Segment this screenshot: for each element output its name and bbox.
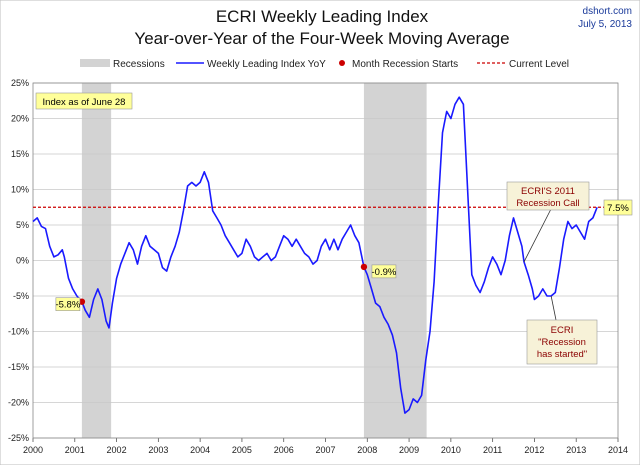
x-tick-label: 2008 <box>357 445 377 455</box>
y-tick-label: -15% <box>8 362 29 372</box>
x-tick-label: 2010 <box>441 445 461 455</box>
y-tick-label: 10% <box>11 185 29 195</box>
index-date-box <box>35 92 133 110</box>
y-tick-label: -10% <box>8 327 29 337</box>
chart-subtitle: Year-over-Year of the Four-Week Moving A… <box>134 29 509 48</box>
x-tick-label: 2009 <box>399 445 419 455</box>
plot-frame <box>32 82 619 439</box>
x-tick-label: 2007 <box>315 445 335 455</box>
recession-start-label-box <box>55 297 81 311</box>
recession-started-line: ECRI <box>551 325 574 336</box>
index-date-label: Index as of June 28 <box>43 97 126 108</box>
legend-recessions-label: Recessions <box>113 59 165 70</box>
recession-start-dot <box>360 263 368 271</box>
legend: Recessions Weekly Leading Index YoY Mont… <box>80 59 569 70</box>
x-tick-label: 2012 <box>524 445 544 455</box>
chart-title: ECRI Weekly Leading Index <box>216 7 429 26</box>
legend-recession-start-swatch <box>339 60 345 66</box>
y-tick-label: -5% <box>13 291 29 301</box>
x-tick-label: 2005 <box>232 445 252 455</box>
y-tick-label: -25% <box>8 433 29 443</box>
source-label: dshort.com <box>583 6 632 17</box>
x-tick-label: 2006 <box>274 445 294 455</box>
legend-recessions-swatch <box>80 59 110 67</box>
x-tick-label: 2013 <box>566 445 586 455</box>
y-tick-label: 15% <box>11 149 29 159</box>
x-tick-label: 2004 <box>190 445 210 455</box>
x-tick-label: 2000 <box>23 445 43 455</box>
y-tick-label: 5% <box>16 220 29 230</box>
recession-started-pointer <box>550 295 557 321</box>
x-tick-label: 2014 <box>608 445 628 455</box>
recession-call-box <box>506 181 590 211</box>
recession-call-line: Recession Call <box>516 198 579 209</box>
x-tick-label: 2003 <box>148 445 168 455</box>
legend-current-label: Current Level <box>509 59 569 70</box>
x-tick-label: 2002 <box>107 445 127 455</box>
series-line-0 <box>32 96 598 414</box>
x-tick-label: 2011 <box>483 445 502 455</box>
recession-call-line: ECRI'S 2011 <box>521 186 575 197</box>
recession-started-line: has started" <box>537 349 587 360</box>
current-level-label: 7.5% <box>607 203 629 214</box>
recession-started-line: "Recession <box>538 337 586 348</box>
recession-call-pointer <box>523 208 552 263</box>
recession-started-box <box>526 319 598 365</box>
legend-index-label: Weekly Leading Index YoY <box>207 59 326 70</box>
y-tick-label: 0% <box>16 256 29 266</box>
current-level-box <box>603 199 633 216</box>
recession-start-label: -5.8% <box>55 300 80 311</box>
y-tick-label: 20% <box>11 114 29 124</box>
recession-start-label-box <box>371 264 397 279</box>
x-tick-label: 2001 <box>65 445 85 455</box>
y-tick-label: 25% <box>11 78 29 88</box>
y-tick-label: -20% <box>8 398 29 408</box>
legend-recession-start-label: Month Recession Starts <box>352 59 458 70</box>
plot-area: 25% 20% 15% 10% 5% 0% -5% -10% -15% -20% -25% 2000 2… <box>8 78 633 455</box>
recession-start-label: -0.9% <box>372 267 397 278</box>
recession-start-dot <box>78 298 86 305</box>
date-label: July 5, 2013 <box>578 19 632 30</box>
